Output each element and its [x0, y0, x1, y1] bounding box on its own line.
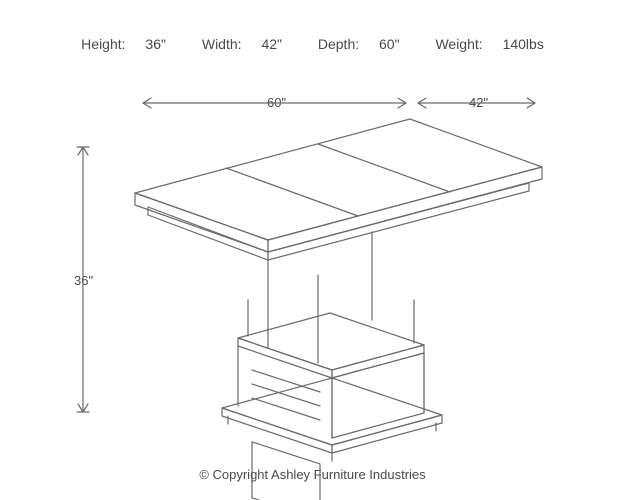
pedestal — [222, 232, 442, 500]
copyright-notice: © Copyright Ashley Furniture Industries — [0, 467, 625, 482]
table-line-drawing — [0, 0, 625, 500]
dim-width-arrow — [418, 98, 535, 108]
table-top — [135, 119, 542, 260]
dim-depth-arrow — [143, 98, 406, 108]
dim-height-arrow — [77, 147, 89, 412]
